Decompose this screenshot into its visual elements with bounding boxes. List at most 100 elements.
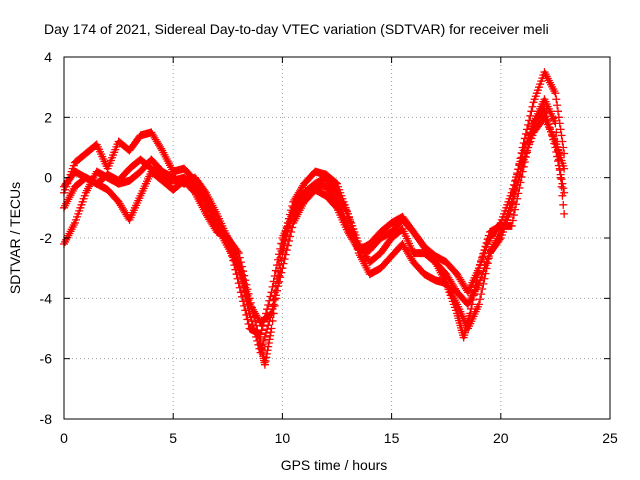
data-point [262, 349, 271, 358]
data-point [269, 277, 278, 286]
data-point [264, 321, 273, 330]
data-point [268, 282, 277, 291]
data-point [260, 332, 269, 341]
data-point [266, 331, 275, 340]
data-point [554, 107, 563, 116]
data-point [552, 95, 561, 104]
data-point [507, 221, 516, 230]
data-point [267, 288, 276, 297]
data-point [476, 260, 485, 269]
data-point [263, 305, 272, 314]
data-point [528, 124, 537, 133]
data-point [556, 125, 565, 134]
data-point [509, 186, 518, 195]
data-point [265, 335, 274, 344]
y-axis-label: SDTVAR / TECUs [7, 182, 23, 294]
data-point [264, 338, 273, 347]
data-point [480, 274, 489, 283]
data-point [241, 306, 250, 315]
x-axis-tick-labels: 0 5 10 15 20 25 [60, 430, 618, 446]
data-point [270, 272, 279, 281]
data-point [519, 162, 528, 171]
data-point [224, 238, 233, 247]
data-point [528, 102, 537, 111]
data-point [478, 253, 487, 262]
data-point [527, 129, 536, 138]
data-point [517, 173, 526, 182]
data-point [559, 143, 568, 152]
data-point [232, 270, 241, 279]
y-tick-label: 2 [44, 109, 52, 125]
data-point [263, 346, 272, 355]
data-point [258, 340, 267, 349]
data-point [557, 182, 566, 191]
data-point [557, 131, 566, 140]
data-point [527, 107, 536, 116]
data-point [231, 265, 240, 274]
data-point [256, 330, 265, 339]
x-tick-label: 25 [602, 430, 618, 446]
data-point [265, 296, 274, 305]
data-point [233, 274, 242, 283]
data-point [523, 148, 532, 157]
data-point [507, 197, 516, 206]
data-point [514, 165, 523, 174]
data-point [235, 283, 244, 292]
data-point [526, 133, 535, 142]
data-point [240, 301, 249, 310]
data-point [262, 353, 271, 362]
data-point [264, 300, 273, 309]
data-point [481, 269, 490, 278]
data-point [259, 336, 268, 345]
data-point [228, 252, 237, 261]
data-point [223, 234, 232, 242]
data-point [262, 329, 271, 338]
data-point [509, 211, 518, 220]
data-point [277, 239, 286, 248]
data-point [234, 279, 243, 288]
data-point [229, 256, 238, 265]
data-point [516, 154, 525, 163]
data-point [477, 290, 486, 299]
data-point [266, 292, 275, 301]
data-point [477, 256, 486, 265]
data-point [283, 241, 292, 250]
data-point [480, 246, 489, 255]
data-point [260, 313, 269, 322]
data-point [482, 238, 491, 247]
x-axis-label: GPS time / hours [281, 457, 388, 473]
x-tick-label: 15 [384, 430, 400, 446]
data-point [556, 173, 565, 182]
data-point [553, 101, 562, 110]
data-point [282, 246, 291, 255]
y-axis-tick-labels: -8 -6 -4 -2 0 2 4 [40, 49, 53, 427]
data-point [512, 200, 521, 209]
data-point [262, 309, 271, 318]
data-point [515, 159, 524, 168]
data-point [257, 344, 266, 353]
data-point [476, 295, 485, 304]
data-point [258, 322, 267, 331]
data-point [513, 194, 522, 203]
data-point [554, 146, 563, 155]
x-tick-label: 10 [275, 430, 291, 446]
data-point [510, 181, 519, 190]
data-point [225, 243, 234, 252]
x-tick-label: 0 [60, 430, 68, 446]
data-point [516, 178, 525, 187]
data-point [523, 125, 532, 134]
data-point [560, 149, 569, 158]
data-point [227, 247, 236, 256]
data-point [483, 259, 492, 268]
data-point [514, 189, 523, 198]
data-point [513, 170, 522, 179]
data-point [484, 254, 493, 263]
data-point [478, 284, 487, 293]
data-point [552, 128, 561, 137]
data-point [560, 209, 569, 218]
data-point [518, 167, 527, 176]
chart-title: Day 174 of 2021, Sidereal Day-to-day VTE… [44, 21, 549, 37]
data-point [520, 157, 529, 166]
data-point [274, 255, 283, 264]
